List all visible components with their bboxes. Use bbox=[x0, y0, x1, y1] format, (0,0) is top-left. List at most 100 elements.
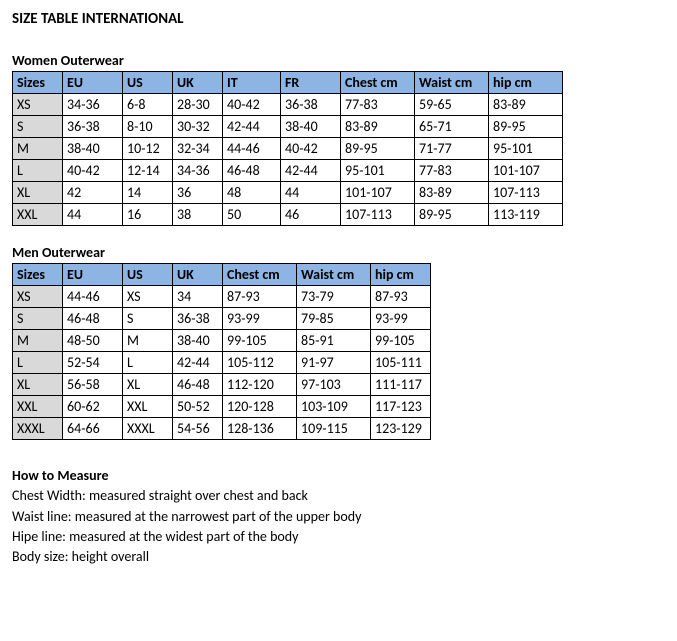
men-cell: XXXL bbox=[13, 418, 63, 440]
men-cell: 105-112 bbox=[223, 352, 297, 374]
women-cell: 34-36 bbox=[173, 160, 223, 182]
men-cell: M bbox=[123, 330, 173, 352]
men-cell: 120-128 bbox=[223, 396, 297, 418]
men-cell: 87-93 bbox=[223, 286, 297, 308]
men-cell: XS bbox=[123, 286, 173, 308]
measure-line: Waist line: measured at the narrowest pa… bbox=[12, 507, 665, 527]
women-cell: 36-38 bbox=[63, 116, 123, 138]
men-cell: S bbox=[123, 308, 173, 330]
men-cell: 128-136 bbox=[223, 418, 297, 440]
women-cell: 89-95 bbox=[341, 138, 415, 160]
women-cell: M bbox=[13, 138, 63, 160]
table-row: L52-54L42-44105-11291-97105-111 bbox=[13, 352, 431, 374]
women-cell: XS bbox=[13, 94, 63, 116]
men-cell: 99-105 bbox=[223, 330, 297, 352]
women-col-header: Waist cm bbox=[415, 72, 489, 94]
men-cell: 38-40 bbox=[173, 330, 223, 352]
women-cell: 8-10 bbox=[123, 116, 173, 138]
men-cell: 46-48 bbox=[173, 374, 223, 396]
men-col-header: Sizes bbox=[13, 264, 63, 286]
men-cell: 52-54 bbox=[63, 352, 123, 374]
men-cell: 97-103 bbox=[297, 374, 371, 396]
men-cell: 79-85 bbox=[297, 308, 371, 330]
women-cell: 83-89 bbox=[415, 182, 489, 204]
measure-line: Chest Width: measured straight over ches… bbox=[12, 486, 665, 506]
women-cell: 113-119 bbox=[489, 204, 563, 226]
women-col-header: US bbox=[123, 72, 173, 94]
women-cell: S bbox=[13, 116, 63, 138]
table-row: XL56-58XL46-48112-12097-103111-117 bbox=[13, 374, 431, 396]
table-row: XS44-46XS3487-9373-7987-93 bbox=[13, 286, 431, 308]
men-col-header: US bbox=[123, 264, 173, 286]
men-col-header: EU bbox=[63, 264, 123, 286]
women-col-header: hip cm bbox=[489, 72, 563, 94]
table-row: M38-4010-1232-3444-4640-4289-9571-7795-1… bbox=[13, 138, 563, 160]
women-cell: 71-77 bbox=[415, 138, 489, 160]
women-cell: 95-101 bbox=[341, 160, 415, 182]
men-cell: 34 bbox=[173, 286, 223, 308]
women-cell: 30-32 bbox=[173, 116, 223, 138]
men-cell: 48-50 bbox=[63, 330, 123, 352]
men-cell: XS bbox=[13, 286, 63, 308]
women-col-header: Sizes bbox=[13, 72, 63, 94]
table-row: XXL4416385046107-11389-95113-119 bbox=[13, 204, 563, 226]
men-cell: XXL bbox=[13, 396, 63, 418]
women-cell: 48 bbox=[223, 182, 281, 204]
table-row: XL4214364844101-10783-89107-113 bbox=[13, 182, 563, 204]
how-to-measure: How to Measure Chest Width: measured str… bbox=[12, 466, 665, 567]
women-cell: 95-101 bbox=[489, 138, 563, 160]
men-col-header: UK bbox=[173, 264, 223, 286]
table-row: M48-50M38-4099-10585-9199-105 bbox=[13, 330, 431, 352]
page-title: SIZE TABLE INTERNATIONAL bbox=[12, 10, 665, 28]
men-cell: 123-129 bbox=[371, 418, 431, 440]
women-cell: 46-48 bbox=[223, 160, 281, 182]
men-col-header: Chest cm bbox=[223, 264, 297, 286]
women-cell: 44 bbox=[281, 182, 341, 204]
women-cell: 42-44 bbox=[281, 160, 341, 182]
women-cell: 59-65 bbox=[415, 94, 489, 116]
men-cell: 60-62 bbox=[63, 396, 123, 418]
women-section-title: Women Outerwear bbox=[12, 52, 665, 69]
women-cell: 36 bbox=[173, 182, 223, 204]
women-cell: 40-42 bbox=[63, 160, 123, 182]
men-cell: 105-111 bbox=[371, 352, 431, 374]
men-cell: XL bbox=[13, 374, 63, 396]
women-cell: 40-42 bbox=[281, 138, 341, 160]
women-cell: 42 bbox=[63, 182, 123, 204]
men-cell: M bbox=[13, 330, 63, 352]
measure-line: Hipe line: measured at the widest part o… bbox=[12, 527, 665, 547]
women-size-table: Sizes EU US UK IT FR Chest cm Waist cm h… bbox=[12, 71, 563, 226]
men-cell: 112-120 bbox=[223, 374, 297, 396]
women-cell: 42-44 bbox=[223, 116, 281, 138]
measure-title: How to Measure bbox=[12, 466, 665, 486]
men-cell: 46-48 bbox=[63, 308, 123, 330]
table-row: L40-4212-1434-3646-4842-4495-10177-83101… bbox=[13, 160, 563, 182]
women-cell: 34-36 bbox=[63, 94, 123, 116]
women-cell: 44 bbox=[63, 204, 123, 226]
women-cell: 107-113 bbox=[489, 182, 563, 204]
women-cell: 38 bbox=[173, 204, 223, 226]
women-cell: 83-89 bbox=[489, 94, 563, 116]
women-cell: 83-89 bbox=[341, 116, 415, 138]
women-cell: 44-46 bbox=[223, 138, 281, 160]
men-cell: L bbox=[123, 352, 173, 374]
men-cell: S bbox=[13, 308, 63, 330]
women-cell: 89-95 bbox=[489, 116, 563, 138]
table-row: XXXL64-66XXXL54-56128-136109-115123-129 bbox=[13, 418, 431, 440]
men-cell: 42-44 bbox=[173, 352, 223, 374]
men-cell: 111-117 bbox=[371, 374, 431, 396]
women-cell: 50 bbox=[223, 204, 281, 226]
women-cell: 101-107 bbox=[489, 160, 563, 182]
women-cell: L bbox=[13, 160, 63, 182]
men-size-table: Sizes EU US UK Chest cm Waist cm hip cm … bbox=[12, 263, 431, 440]
women-cell: 46 bbox=[281, 204, 341, 226]
women-cell: 16 bbox=[123, 204, 173, 226]
men-cell: 109-115 bbox=[297, 418, 371, 440]
women-col-header: Chest cm bbox=[341, 72, 415, 94]
men-cell: XXXL bbox=[123, 418, 173, 440]
men-section-title: Men Outerwear bbox=[12, 244, 665, 261]
women-header-row: Sizes EU US UK IT FR Chest cm Waist cm h… bbox=[13, 72, 563, 94]
women-cell: 14 bbox=[123, 182, 173, 204]
men-cell: 54-56 bbox=[173, 418, 223, 440]
women-cell: 40-42 bbox=[223, 94, 281, 116]
